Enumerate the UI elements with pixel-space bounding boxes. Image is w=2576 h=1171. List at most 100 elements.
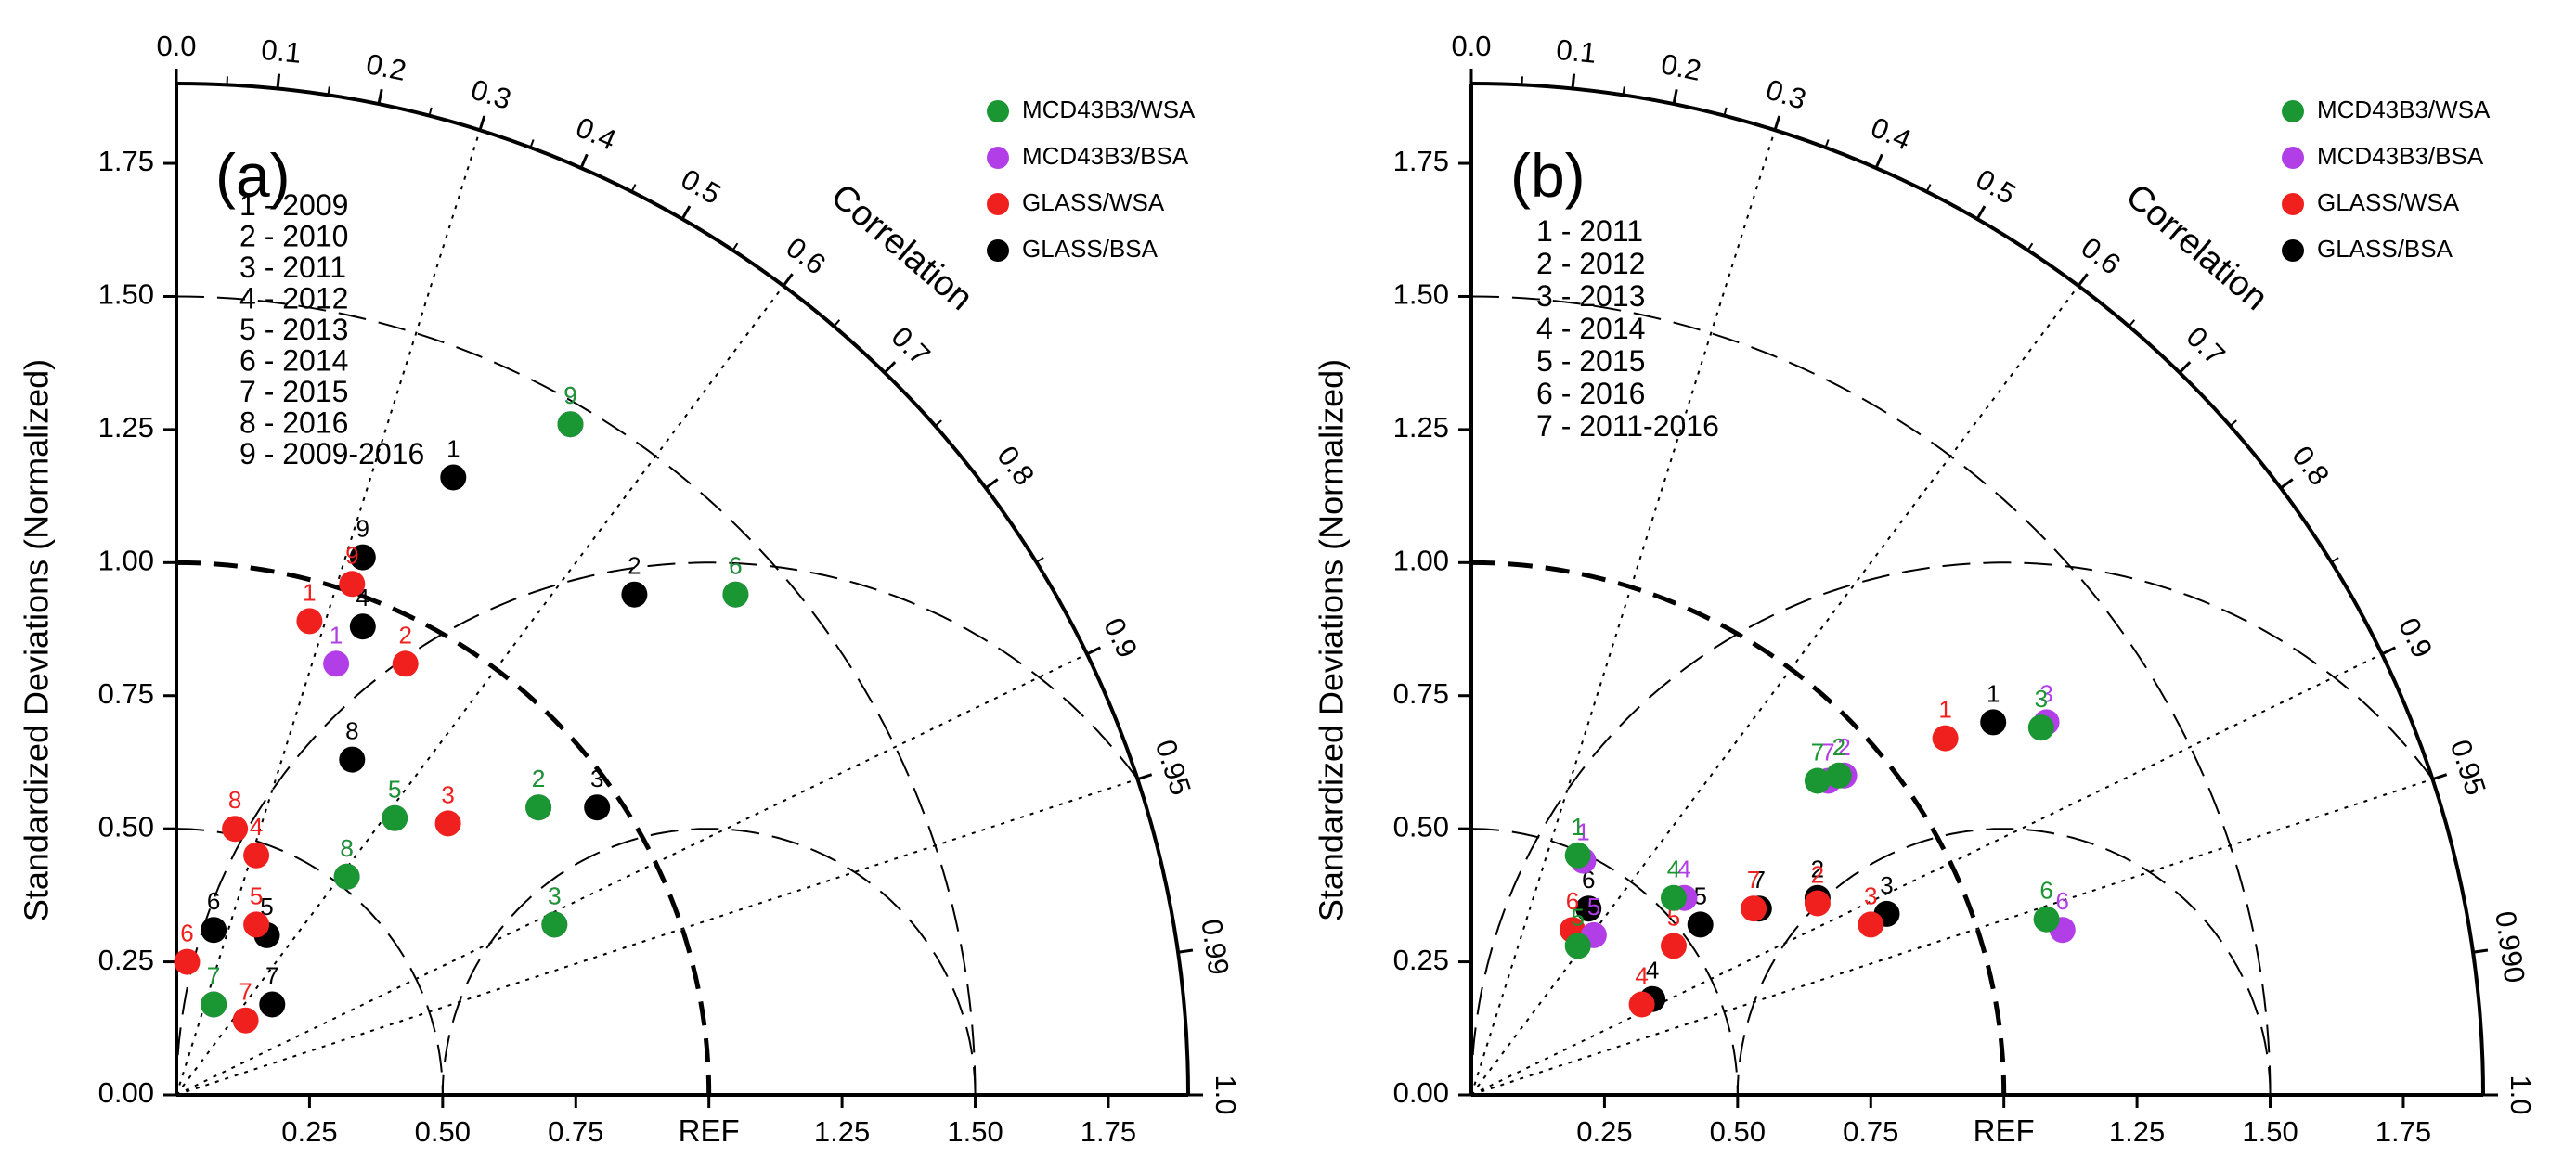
data-point-label: 1 [1938, 696, 1951, 724]
legend-marker [987, 193, 1009, 215]
data-point-label: 4 [250, 813, 263, 841]
data-point-label: 2 [1811, 856, 1824, 883]
data-point [2027, 714, 2054, 741]
y-tick-label: 0.50 [98, 810, 154, 843]
data-point [201, 991, 227, 1018]
data-point-label: 5 [1693, 881, 1706, 909]
case-key-entry: 3 - 2013 [1536, 279, 1645, 313]
x-tick-label: 1.25 [2109, 1115, 2165, 1148]
data-point [1687, 911, 1714, 938]
y-tick-label: 1.75 [1393, 145, 1449, 177]
correlation-tick-label: 0.1 [1555, 33, 1598, 70]
case-key-entry: 2 - 2010 [239, 220, 348, 253]
correlation-tick [2472, 948, 2489, 954]
correlation-tick-label: 1.0 [1210, 1074, 1242, 1114]
y-tick-label: 0.75 [98, 677, 154, 710]
data-point [557, 411, 584, 438]
data-point [541, 911, 568, 938]
y-tick-label: 0.25 [1393, 944, 1449, 976]
data-point [584, 794, 611, 821]
y-tick-label: 1.50 [98, 278, 154, 311]
correlation-minor-tick [1824, 139, 1830, 148]
case-key-entry: 7 - 2011-2016 [1536, 409, 1719, 443]
data-point [1980, 709, 2007, 736]
x-tick-label: 1.25 [814, 1115, 870, 1148]
x-tick-label: 1.50 [947, 1115, 1003, 1148]
data-point [1858, 911, 1884, 938]
y-tick-label: 1.50 [1393, 278, 1449, 311]
correlation-tick [883, 361, 897, 374]
data-point-label: 7 [207, 961, 220, 989]
legend-label: GLASS/BSA [1022, 235, 1159, 263]
correlation-tick [1773, 115, 1781, 131]
rmsd-arc [175, 561, 1138, 1095]
rmsd-arc [1470, 561, 2433, 1095]
data-point-label: 6 [729, 552, 742, 580]
data-point-label: 1 [1576, 818, 1589, 846]
data-point [349, 544, 376, 571]
data-point-label: 4 [1677, 856, 1690, 883]
data-point-label: 7 [265, 961, 278, 989]
x-tick-label: 1.50 [2242, 1115, 2298, 1148]
legend-label: MCD43B3/BSA [1022, 142, 1189, 170]
data-point-label: 1 [330, 621, 343, 649]
data-point-label: 8 [345, 717, 358, 745]
data-point [323, 650, 350, 677]
data-point-label: 4 [1667, 856, 1680, 883]
case-key-entry: 5 - 2013 [239, 313, 348, 346]
data-point [339, 571, 366, 598]
data-point-label: 6 [180, 920, 193, 947]
data-point [1564, 933, 1591, 959]
data-point-label: 6 [2039, 877, 2052, 905]
outer-arc [175, 82, 1190, 1096]
data-point [722, 581, 749, 608]
data-point [243, 842, 270, 869]
ref-label: REF [679, 1113, 740, 1148]
correlation-minor-tick [529, 139, 535, 148]
std-arc [1470, 295, 2272, 1096]
panel-label: (a) [215, 141, 291, 210]
correlation-tick [985, 478, 999, 490]
data-point-label: 8 [228, 786, 241, 814]
correlation-tick [579, 153, 589, 169]
correlation-minor-tick [2432, 775, 2441, 780]
rmsd-arc [1736, 828, 2272, 1096]
x-tick-label: 0.50 [415, 1115, 471, 1148]
data-point [1661, 933, 1687, 959]
data-point-label: 2 [1811, 860, 1824, 888]
data-point-label: 5 [388, 776, 401, 804]
correlation-minor-tick [1925, 184, 1932, 193]
case-key-entry: 1 - 2009 [239, 188, 348, 222]
correlation-tick-label: 0.0 [156, 30, 196, 62]
legend-label: MCD43B3/WSA [2317, 96, 2491, 123]
data-point-label: 7 [1811, 739, 1824, 766]
data-point [1628, 991, 1655, 1018]
data-point [382, 804, 408, 831]
data-point-label: 1 [1987, 679, 2000, 707]
data-point [1804, 767, 1831, 794]
data-point-label: 3 [441, 780, 454, 808]
x-tick-label: 0.25 [281, 1115, 337, 1148]
correlation-tick [1672, 89, 1678, 105]
data-point-label: 2 [532, 765, 545, 792]
correlation-minor-tick [934, 419, 942, 427]
data-point [1932, 725, 1959, 752]
y-tick-label: 1.00 [1393, 545, 1449, 577]
data-point-label: 9 [563, 381, 576, 409]
data-point-label: 7 [207, 961, 220, 989]
correlation-tick [2178, 361, 2192, 374]
data-point-label: 8 [340, 834, 353, 862]
data-point-label: 5 [1572, 903, 1585, 931]
data-point [525, 794, 552, 821]
correlation-minor-tick [1723, 107, 1728, 116]
data-point [621, 581, 648, 608]
x-tick-label: 1.75 [1081, 1115, 1136, 1148]
correlation-tick-label: 0.1 [260, 33, 303, 70]
correlation-minor-tick [630, 184, 637, 193]
y-axis-title: Standardized Deviations (Normalized) [18, 359, 56, 921]
y-tick-label: 1.00 [98, 545, 154, 577]
data-point-label: 7 [1747, 866, 1760, 894]
data-point [1575, 895, 1602, 922]
y-tick-label: 1.25 [98, 411, 154, 444]
